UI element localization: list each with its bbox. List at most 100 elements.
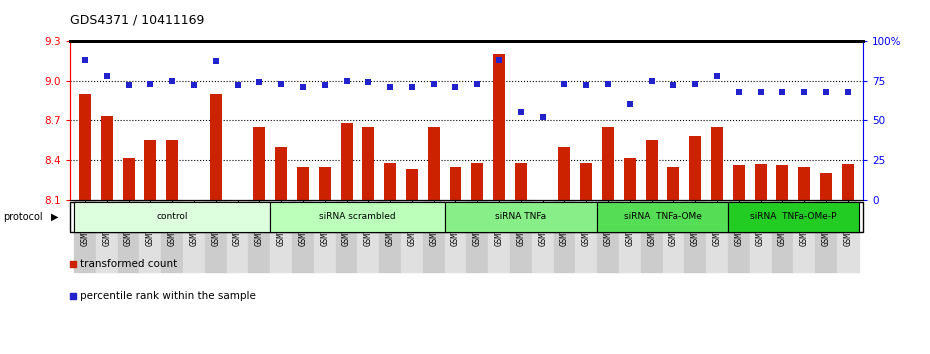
Bar bbox=[793, 200, 815, 272]
Bar bbox=[100, 116, 113, 200]
Bar bbox=[728, 200, 750, 272]
Bar bbox=[357, 200, 379, 272]
Bar bbox=[515, 163, 527, 200]
Bar bbox=[319, 167, 331, 200]
Bar bbox=[445, 200, 466, 272]
Bar bbox=[772, 200, 793, 272]
Bar bbox=[123, 158, 135, 200]
Bar bbox=[754, 164, 766, 200]
Point bbox=[66, 261, 81, 267]
Bar bbox=[466, 200, 488, 272]
Bar bbox=[553, 200, 576, 272]
Text: control: control bbox=[156, 212, 188, 221]
Text: siRNA TNFa: siRNA TNFa bbox=[496, 212, 547, 221]
Point bbox=[273, 81, 288, 87]
Bar bbox=[576, 200, 597, 272]
Bar bbox=[472, 163, 484, 200]
Bar bbox=[689, 136, 701, 200]
Bar bbox=[488, 200, 510, 272]
Bar bbox=[815, 200, 837, 272]
Bar bbox=[161, 200, 183, 272]
Point bbox=[710, 73, 724, 79]
Point bbox=[666, 82, 681, 88]
Point bbox=[317, 82, 332, 88]
Point bbox=[601, 81, 616, 87]
Bar bbox=[144, 140, 156, 200]
Bar bbox=[428, 127, 440, 200]
Bar bbox=[777, 166, 789, 200]
Bar bbox=[210, 94, 221, 200]
Bar bbox=[645, 140, 658, 200]
Point bbox=[557, 81, 572, 87]
Bar bbox=[74, 200, 96, 272]
Bar bbox=[750, 200, 772, 272]
Bar bbox=[510, 200, 532, 272]
Bar bbox=[641, 200, 662, 272]
FancyBboxPatch shape bbox=[271, 202, 445, 232]
Point bbox=[797, 89, 812, 95]
Bar bbox=[662, 200, 684, 272]
Bar bbox=[253, 127, 265, 200]
Bar bbox=[336, 200, 357, 272]
Bar bbox=[405, 170, 418, 200]
Bar bbox=[140, 200, 161, 272]
Point bbox=[622, 102, 637, 107]
Point bbox=[165, 78, 179, 84]
Point bbox=[513, 110, 528, 115]
Point bbox=[252, 79, 267, 85]
Point bbox=[66, 293, 81, 298]
Bar bbox=[166, 140, 179, 200]
Bar bbox=[449, 167, 461, 200]
Bar bbox=[842, 164, 854, 200]
Bar bbox=[379, 200, 401, 272]
Bar bbox=[624, 158, 636, 200]
Text: transformed count: transformed count bbox=[80, 259, 178, 269]
Point bbox=[841, 89, 856, 95]
Point bbox=[731, 89, 746, 95]
Bar bbox=[423, 200, 445, 272]
Bar bbox=[706, 200, 728, 272]
Bar bbox=[118, 200, 140, 272]
Bar bbox=[292, 200, 313, 272]
Point bbox=[492, 57, 507, 63]
Point bbox=[578, 82, 593, 88]
Bar bbox=[532, 200, 553, 272]
Bar bbox=[248, 200, 271, 272]
Text: percentile rank within the sample: percentile rank within the sample bbox=[80, 291, 256, 301]
Point bbox=[143, 81, 158, 87]
Bar bbox=[205, 200, 227, 272]
Bar bbox=[275, 147, 287, 200]
Bar bbox=[597, 200, 619, 272]
Point bbox=[100, 73, 114, 79]
Point bbox=[382, 84, 397, 90]
Bar bbox=[271, 200, 292, 272]
Bar bbox=[493, 54, 505, 200]
Bar bbox=[363, 127, 374, 200]
Point bbox=[448, 84, 463, 90]
Text: siRNA scrambled: siRNA scrambled bbox=[319, 212, 396, 221]
Point bbox=[753, 89, 768, 95]
Bar bbox=[684, 200, 706, 272]
Point bbox=[230, 82, 245, 88]
Point bbox=[296, 84, 311, 90]
Text: protocol: protocol bbox=[3, 212, 43, 222]
Point bbox=[121, 82, 136, 88]
Bar bbox=[580, 163, 592, 200]
Bar bbox=[602, 127, 614, 200]
Bar bbox=[313, 200, 336, 272]
Text: siRNA  TNFa-OMe-P: siRNA TNFa-OMe-P bbox=[751, 212, 837, 221]
Bar bbox=[837, 200, 858, 272]
Bar bbox=[297, 167, 309, 200]
FancyBboxPatch shape bbox=[597, 202, 728, 232]
Point bbox=[187, 82, 202, 88]
Bar bbox=[96, 200, 118, 272]
Bar bbox=[668, 167, 680, 200]
Bar bbox=[619, 200, 641, 272]
Point bbox=[426, 81, 441, 87]
Point bbox=[470, 81, 485, 87]
FancyBboxPatch shape bbox=[74, 202, 271, 232]
Point bbox=[405, 84, 419, 90]
Point bbox=[208, 59, 223, 64]
Bar bbox=[183, 200, 205, 272]
Point bbox=[536, 114, 551, 120]
